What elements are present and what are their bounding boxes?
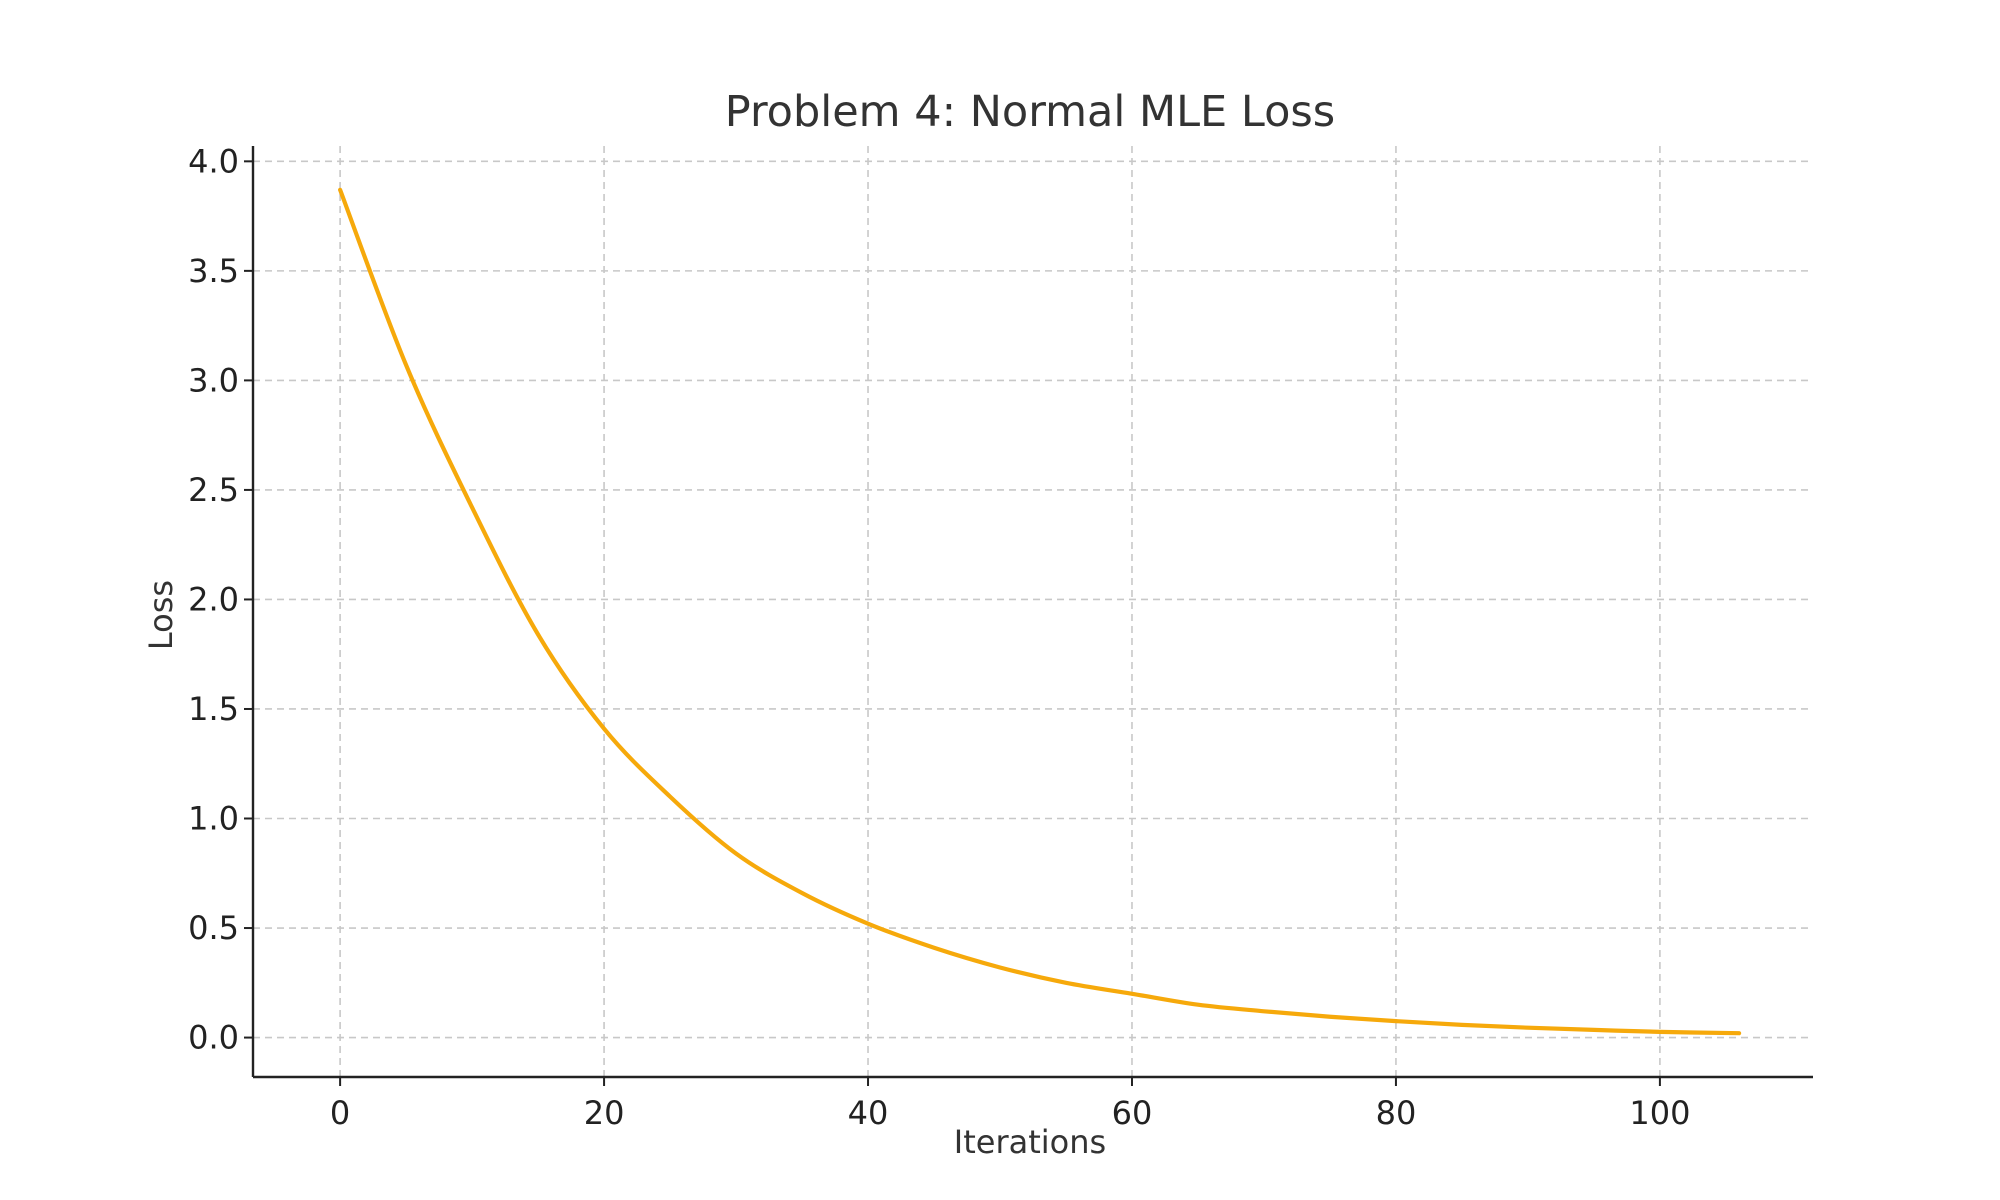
x-tick-label: 20 (584, 1094, 625, 1132)
y-tick-label: 0.5 (188, 909, 239, 947)
y-tick-label: 1.0 (188, 800, 239, 838)
x-tick-label: 100 (1629, 1094, 1690, 1132)
x-tick-label: 40 (848, 1094, 889, 1132)
chart-title: Problem 4: Normal MLE Loss (725, 87, 1335, 137)
grid-lines (253, 146, 1813, 1077)
axes (244, 146, 1813, 1086)
y-tick-label: 4.0 (188, 142, 239, 180)
series-layer (338, 187, 1742, 1036)
y-tick-label: 1.5 (188, 690, 239, 728)
x-axis-label: Iterations (954, 1123, 1106, 1161)
x-tick-label: 60 (1112, 1094, 1153, 1132)
y-tick-label: 3.0 (188, 361, 239, 399)
x-tick-label: 80 (1376, 1094, 1417, 1132)
x-tick-label: 0 (330, 1094, 350, 1132)
y-tick-label: 2.5 (188, 471, 239, 509)
y-axis-label: Loss (142, 580, 180, 650)
y-tick-label: 3.5 (188, 252, 239, 290)
tick-labels: 0 20 40 60 80 100 0.0 0.5 1.0 1.5 2.0 2.5 3.0 3.5 4.0 (188, 142, 1690, 1132)
loss-series-line (338, 187, 1742, 1036)
y-tick-label: 2.0 (188, 580, 239, 618)
y-tick-label: 0.0 (188, 1019, 239, 1057)
